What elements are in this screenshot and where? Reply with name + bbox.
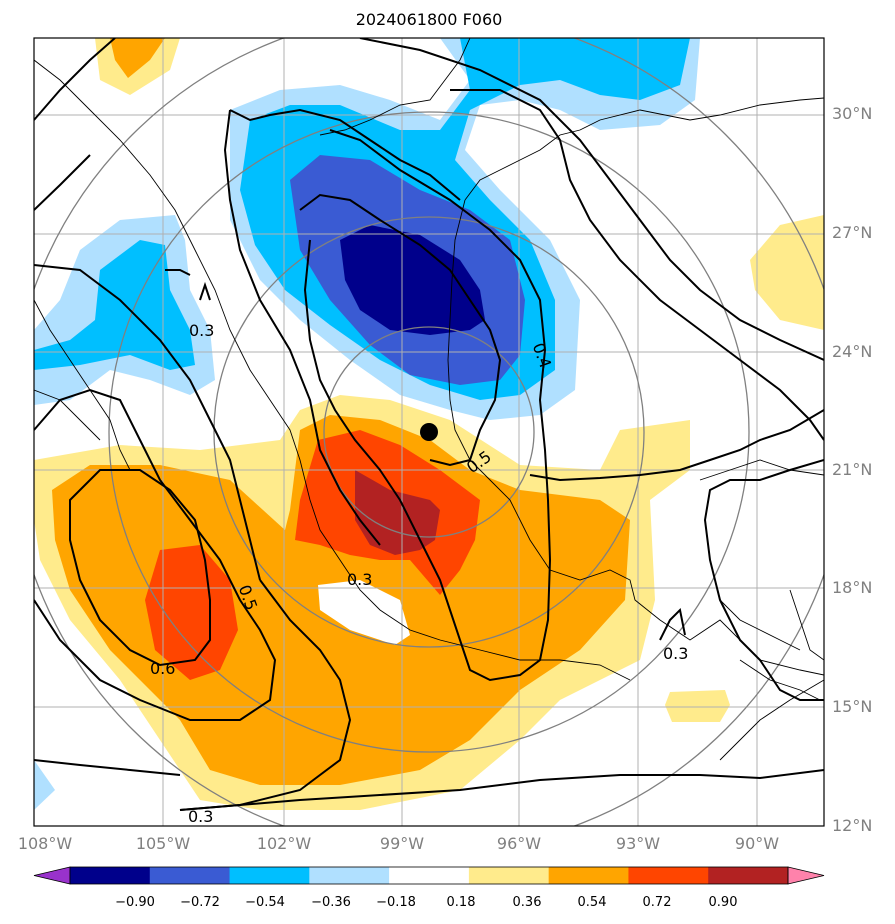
colorbar-label-5: −0.18 [376, 895, 416, 910]
colorbar-label-6: 0.18 [446, 895, 476, 910]
colorbar-swatch [309, 867, 390, 884]
colorbar [33, 866, 825, 885]
colorbar-swatch [389, 867, 470, 884]
contour-label-4: 0.3 [347, 570, 372, 589]
colorbar-frame [69, 866, 789, 885]
colorbar-swatch [149, 867, 231, 884]
colorbar-swatch [70, 867, 151, 884]
colorbar-label-9: 0.72 [642, 895, 672, 910]
colorbar-label-2: −0.72 [180, 895, 220, 910]
plot-frame [33, 37, 825, 827]
colorbar-swatch [468, 867, 550, 884]
positive-anomaly-fill [34, 38, 824, 810]
lon-tick-108w: 108°W [17, 834, 73, 853]
colorbar-label-7: 0.36 [512, 895, 542, 910]
contour-lines [34, 38, 824, 811]
map-title: 2024061800 F060 [355, 10, 503, 29]
lon-tick-102w: 102°W [256, 834, 312, 853]
map-plot-area [34, 38, 824, 826]
contour-label-7: 0.3 [663, 644, 688, 663]
lon-tick-93w: 93°W [615, 834, 661, 853]
strong-positive-anomaly-fill [145, 430, 480, 680]
colorbar-swatch [708, 867, 789, 884]
lat-tick-15n: 15°N [832, 697, 873, 716]
colorbar-label-8: 0.54 [577, 895, 607, 910]
storm-center-marker [420, 423, 438, 441]
graticule [34, 38, 824, 826]
contour-label-1: 0.3 [189, 321, 214, 340]
colorbar-extend-high [787, 866, 825, 885]
colorbar-swatch [548, 867, 629, 884]
lon-tick-96w: 96°W [496, 834, 542, 853]
colorbar-label-1: −0.90 [115, 895, 155, 910]
lat-tick-24n: 24°N [832, 342, 873, 361]
lon-tick-105w: 105°W [135, 834, 191, 853]
lat-tick-27n: 27°N [832, 223, 873, 242]
contour-label-8: 0.3 [188, 807, 213, 826]
lat-tick-21n: 21°N [832, 460, 873, 479]
colorbar-label-4: −0.36 [311, 895, 351, 910]
colorbar-swatch [229, 867, 310, 884]
lon-tick-90w: 90°W [734, 834, 780, 853]
colorbar-swatch [628, 867, 709, 884]
colorbar-extend-low [33, 866, 71, 885]
contour-label-6: 0.6 [150, 659, 175, 678]
colorbar-label-10: 0.90 [708, 895, 738, 910]
range-rings [34, 38, 824, 826]
lon-tick-99w: 99°W [379, 834, 425, 853]
colorbar-label-3: −0.54 [245, 895, 285, 910]
lat-tick-12n: 12°N [832, 816, 873, 835]
lat-tick-30n: 30°N [832, 104, 873, 123]
lat-tick-18n: 18°N [832, 578, 873, 597]
